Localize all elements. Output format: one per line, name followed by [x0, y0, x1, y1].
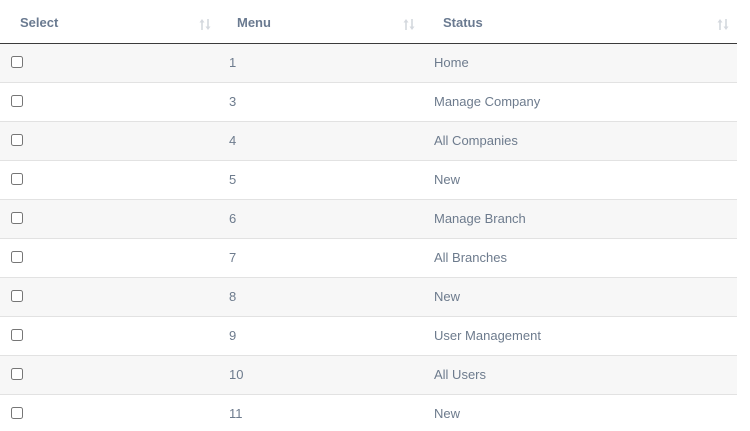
menu-cell: 5	[229, 172, 237, 187]
menu-cell: 8	[229, 289, 237, 304]
header-menu[interactable]: Menu	[237, 15, 271, 30]
row-select-checkbox[interactable]	[11, 95, 23, 107]
table-row: 10 All Users	[0, 356, 737, 395]
row-select-checkbox[interactable]	[11, 134, 23, 146]
sort-icon[interactable]	[717, 18, 729, 31]
status-cell: Manage Branch	[434, 211, 526, 226]
table-row: 1 Home	[0, 44, 737, 83]
row-select-checkbox[interactable]	[11, 173, 23, 185]
menu-cell: 10	[229, 367, 244, 382]
table-row: 3 Manage Company	[0, 83, 737, 122]
table-row: 5 New	[0, 161, 737, 200]
table-header: Select Menu Status	[0, 0, 737, 44]
menu-cell: 9	[229, 328, 237, 343]
row-select-checkbox[interactable]	[11, 212, 23, 224]
row-select-checkbox[interactable]	[11, 290, 23, 302]
table-row: 7 All Branches	[0, 239, 737, 278]
table-body: 1 Home 3 Manage Company 4 All Companies …	[0, 44, 737, 431]
sort-icon[interactable]	[199, 18, 211, 31]
status-cell: User Management	[434, 328, 541, 343]
status-cell: Manage Company	[434, 94, 541, 109]
row-select-checkbox[interactable]	[11, 368, 23, 380]
menu-cell: 4	[229, 133, 237, 148]
menu-cell: 1	[229, 55, 237, 70]
menu-cell: 3	[229, 94, 237, 109]
menu-cell: 11	[229, 406, 243, 421]
table-row: 11 New	[0, 395, 737, 431]
table-row: 9 User Management	[0, 317, 737, 356]
status-cell: Home	[434, 55, 469, 70]
header-status[interactable]: Status	[443, 15, 483, 30]
table-row: 4 All Companies	[0, 122, 737, 161]
table-row: 8 New	[0, 278, 737, 317]
row-select-checkbox[interactable]	[11, 329, 23, 341]
status-cell: All Branches	[434, 250, 507, 265]
status-cell: New	[434, 289, 461, 304]
sort-icon[interactable]	[403, 18, 415, 31]
row-select-checkbox[interactable]	[11, 56, 23, 68]
table-row: 6 Manage Branch	[0, 200, 737, 239]
menu-cell: 6	[229, 211, 237, 226]
header-select[interactable]: Select	[20, 15, 59, 30]
status-cell: All Users	[434, 367, 487, 382]
menu-cell: 7	[229, 250, 237, 265]
status-cell: New	[434, 172, 461, 187]
status-cell: New	[434, 406, 461, 421]
row-select-checkbox[interactable]	[11, 251, 23, 263]
scroll-gutter	[737, 0, 750, 431]
row-select-checkbox[interactable]	[11, 407, 23, 419]
status-cell: All Companies	[434, 133, 518, 148]
